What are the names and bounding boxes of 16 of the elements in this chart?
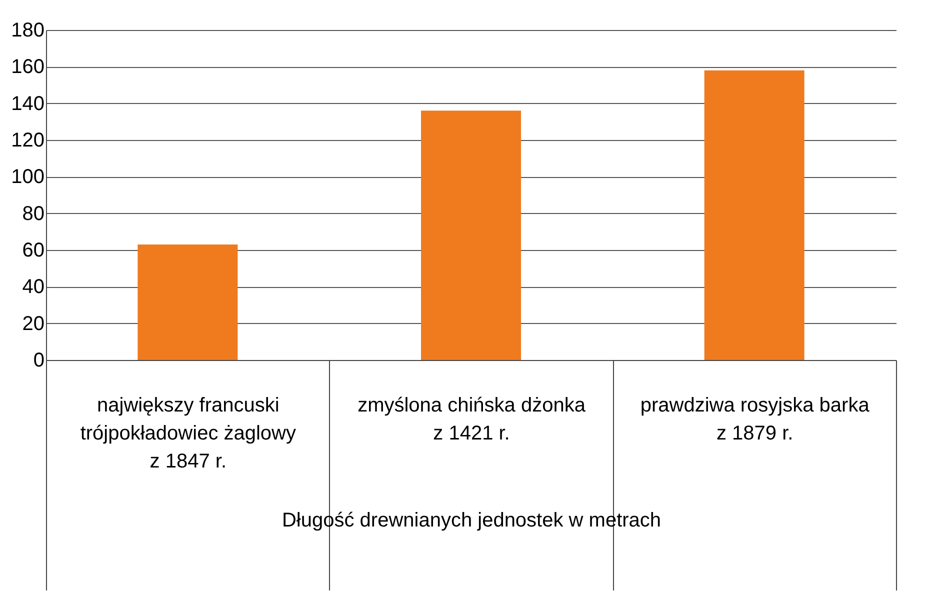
- bar: [138, 244, 238, 360]
- y-tick-label: 40: [22, 276, 44, 298]
- y-tick-label: 20: [22, 312, 44, 335]
- x-tick-label: prawdziwa rosyjska barka z 1879 r.: [640, 394, 870, 444]
- y-tick-label: 0: [33, 350, 44, 372]
- x-tick-label: zmyślona chińska dżonka z 1421 r.: [358, 394, 586, 444]
- x-tick-label: największy francuski trójpokładowiec żaglowy z 1847 r.: [80, 394, 296, 472]
- y-tick-label: 140: [11, 92, 44, 115]
- y-tick-label: 120: [11, 130, 44, 152]
- bar: [421, 110, 521, 360]
- y-tick-label: 80: [22, 202, 44, 225]
- y-tick-label: 180: [11, 20, 44, 42]
- bar: [704, 70, 804, 360]
- y-tick-label: 160: [11, 56, 44, 78]
- y-tick-label: 60: [22, 240, 44, 262]
- y-tick-label: 100: [11, 166, 44, 188]
